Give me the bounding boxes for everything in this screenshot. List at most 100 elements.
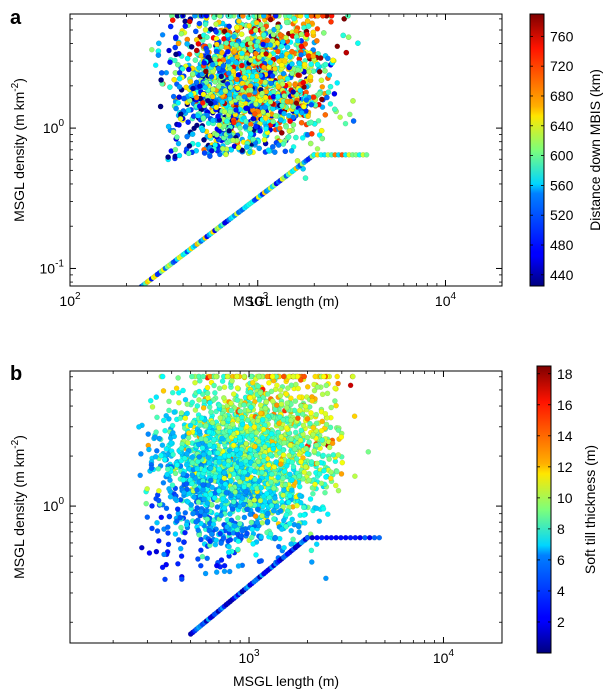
- data-point: [160, 32, 165, 37]
- data-point: [149, 503, 154, 508]
- data-point: [278, 393, 283, 398]
- data-point: [253, 51, 258, 56]
- data-point: [268, 81, 273, 86]
- data-point: [302, 62, 307, 67]
- data-point: [214, 22, 219, 27]
- data-point: [247, 149, 252, 154]
- data-point: [196, 65, 201, 70]
- data-point: [149, 47, 154, 52]
- data-point: [203, 571, 208, 576]
- data-point: [234, 77, 239, 82]
- data-point: [161, 388, 166, 393]
- data-point: [260, 520, 265, 525]
- data-point: [165, 530, 170, 535]
- data-point: [149, 466, 154, 471]
- data-point: [308, 141, 313, 146]
- data-point: [196, 41, 201, 46]
- data-point: [161, 480, 166, 485]
- data-point: [295, 38, 300, 43]
- data-point: [299, 110, 304, 115]
- data-point: [301, 104, 306, 109]
- data-point: [251, 116, 256, 121]
- data-point: [332, 107, 337, 112]
- data-point: [220, 99, 225, 104]
- data-point: [289, 49, 294, 54]
- data-point: [187, 143, 192, 148]
- data-point: [190, 86, 195, 91]
- y-tick-label: 10-1: [40, 258, 65, 276]
- data-point: [336, 488, 341, 493]
- data-point: [208, 478, 213, 483]
- data-point: [201, 92, 206, 97]
- data-point: [253, 514, 258, 519]
- data-point: [146, 432, 151, 437]
- data-point: [299, 120, 304, 125]
- data-point: [231, 120, 236, 125]
- data-point: [303, 176, 308, 181]
- data-point: [216, 114, 221, 119]
- data-point: [246, 15, 251, 20]
- data-point: [226, 544, 231, 549]
- data-point: [335, 80, 340, 85]
- data-point: [252, 111, 257, 116]
- data-point: [168, 24, 173, 29]
- data-point: [317, 91, 322, 96]
- data-point: [164, 413, 169, 418]
- data-point: [307, 421, 312, 426]
- colorbar-tick-label: 520: [550, 207, 574, 223]
- data-point: [309, 102, 314, 107]
- data-point: [189, 44, 194, 49]
- data-point: [275, 24, 280, 29]
- data-point: [240, 42, 245, 47]
- data-point: [289, 488, 294, 493]
- data-point: [227, 128, 232, 133]
- data-point: [223, 152, 228, 157]
- data-point: [239, 51, 244, 56]
- data-point: [263, 105, 268, 110]
- data-point: [291, 537, 296, 542]
- data-point: [320, 136, 325, 141]
- data-point: [175, 507, 180, 512]
- data-point: [256, 384, 261, 389]
- data-point: [179, 31, 184, 36]
- data-point: [260, 91, 265, 96]
- data-point: [162, 457, 167, 462]
- data-point: [291, 89, 296, 94]
- data-point: [286, 113, 291, 118]
- data-point: [177, 153, 182, 158]
- data-point: [235, 398, 240, 403]
- data-point: [325, 512, 330, 517]
- data-point: [304, 32, 309, 37]
- data-point: [173, 35, 178, 40]
- data-point: [222, 569, 227, 574]
- data-point: [203, 27, 208, 32]
- data-point: [268, 60, 273, 65]
- data-point: [250, 96, 255, 101]
- data-point: [281, 141, 286, 146]
- data-point: [228, 109, 233, 114]
- data-point: [266, 148, 271, 153]
- data-point: [226, 71, 231, 76]
- data-point: [186, 435, 191, 440]
- data-point: [185, 41, 190, 46]
- x-axis-label: MSGL length (m): [233, 293, 339, 309]
- data-point: [295, 158, 300, 163]
- data-point: [270, 144, 275, 149]
- data-point: [166, 155, 171, 160]
- y-axis-label: MSGL density (m km-2): [10, 78, 27, 222]
- data-point: [159, 77, 164, 82]
- data-point: [220, 146, 225, 151]
- data-point: [243, 106, 248, 111]
- data-point: [278, 32, 283, 37]
- data-point: [225, 49, 230, 54]
- data-point: [256, 439, 261, 444]
- data-point: [176, 400, 181, 405]
- data-point: [268, 99, 273, 104]
- data-point: [262, 137, 267, 142]
- data-point: [306, 24, 311, 29]
- colorbar-tick-label: 760: [550, 28, 574, 44]
- data-point: [305, 435, 310, 440]
- data-point: [173, 471, 178, 476]
- data-point: [291, 104, 296, 109]
- data-point: [355, 41, 360, 46]
